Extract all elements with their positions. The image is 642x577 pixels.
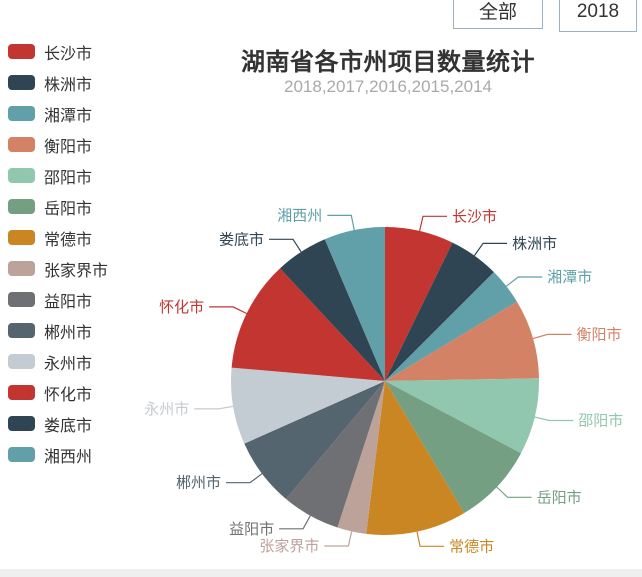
pie-slice-湘潭市[interactable]	[385, 272, 517, 381]
pie-label-line-益阳市	[279, 515, 311, 530]
legend-item-衡阳市[interactable]: 衡阳市	[8, 137, 108, 156]
pie-label-line-永州市	[194, 405, 234, 410]
legend-item-株洲市[interactable]: 株洲市	[8, 75, 108, 94]
pie-label-line-娄底市	[269, 238, 302, 253]
filter-all-button[interactable]: 全部	[453, 0, 543, 29]
legend-item-邵阳市[interactable]: 邵阳市	[8, 168, 108, 187]
pie-label-line-长沙市	[419, 215, 447, 232]
legend-swatch	[8, 323, 35, 338]
legend-swatch	[8, 261, 35, 276]
pie-slice-益阳市[interactable]	[286, 381, 385, 528]
legend-label: 郴州市	[44, 324, 93, 342]
pie-label-张家界市: 张家界市	[259, 538, 319, 555]
legend-swatch	[8, 354, 35, 369]
pie-slice-永州市[interactable]	[231, 367, 385, 444]
pie-label-line-株洲市	[473, 242, 508, 256]
pie-slice-湘西州[interactable]	[324, 226, 385, 381]
pie-label-娄底市: 娄底市	[219, 231, 264, 248]
legend-item-怀化市[interactable]: 怀化市	[8, 385, 108, 404]
legend-swatch	[8, 385, 35, 400]
pie-label-益阳市: 益阳市	[229, 521, 274, 538]
legend-label: 常德市	[44, 231, 93, 249]
pie-slice-衡阳市[interactable]	[385, 301, 539, 381]
legend-swatch	[8, 75, 35, 90]
legend-item-常德市[interactable]: 常德市	[8, 230, 108, 249]
chart-title: 湖南省各市州项目数量统计	[241, 49, 535, 76]
legend-label: 长沙市	[44, 45, 93, 63]
legend-item-长沙市[interactable]: 长沙市	[8, 44, 108, 63]
legend-label: 衡阳市	[44, 138, 93, 156]
pie-label-郴州市: 郴州市	[176, 475, 221, 492]
pie-slice-怀化市[interactable]	[231, 268, 385, 381]
legend-item-娄底市[interactable]: 娄底市	[8, 416, 108, 435]
legend-swatch	[8, 447, 35, 462]
legend-swatch	[8, 416, 35, 431]
pie-slice-株洲市[interactable]	[385, 242, 494, 381]
legend-swatch	[8, 106, 35, 121]
pie-label-line-郴州市	[226, 473, 263, 484]
legend-item-益阳市[interactable]: 益阳市	[8, 292, 108, 311]
legend-swatch	[8, 199, 35, 214]
pie-label-长沙市: 长沙市	[452, 208, 497, 225]
pie-slice-长沙市[interactable]	[385, 227, 453, 381]
legend-label: 张家界市	[44, 262, 109, 280]
legend-label: 益阳市	[44, 293, 93, 311]
legend-swatch	[8, 292, 35, 307]
legend-label: 永州市	[44, 355, 93, 373]
legend-label: 湘潭市	[44, 107, 93, 125]
chart-legend: 长沙市株洲市湘潭市衡阳市邵阳市岳阳市常德市张家界市益阳市郴州市永州市怀化市娄底市…	[8, 44, 108, 466]
pie-label-line-怀化市	[209, 306, 247, 315]
footer-divider-bar	[0, 569, 642, 577]
legend-label: 株洲市	[44, 76, 93, 94]
pie-label-line-邵阳市	[534, 416, 574, 422]
pie-label-line-湘西州	[327, 214, 355, 231]
legend-swatch	[8, 168, 35, 183]
pie-label-衡阳市: 衡阳市	[577, 326, 622, 343]
legend-label: 娄底市	[44, 417, 93, 435]
legend-swatch	[8, 230, 35, 245]
legend-label: 湘西州	[44, 448, 93, 466]
pie-slice-郴州市[interactable]	[244, 381, 385, 499]
pie-slice-娄底市[interactable]	[280, 239, 385, 381]
legend-label: 岳阳市	[44, 200, 93, 218]
legend-item-湘潭市[interactable]: 湘潭市	[8, 106, 108, 125]
pie-label-line-常德市	[416, 531, 445, 547]
pie-label-line-衡阳市	[532, 333, 572, 340]
legend-label: 邵阳市	[44, 169, 93, 187]
legend-item-永州市[interactable]: 永州市	[8, 354, 108, 373]
pie-label-湘西州: 湘西州	[277, 207, 322, 224]
pie-label-line-湘潭市	[506, 276, 543, 287]
pie-label-邵阳市: 邵阳市	[578, 413, 623, 430]
legend-swatch	[8, 137, 35, 152]
pie-slice-常德市[interactable]	[366, 381, 465, 536]
pie-label-line-岳阳市	[496, 486, 532, 498]
pie-label-湘潭市: 湘潭市	[547, 269, 592, 286]
pie-slice-岳阳市[interactable]	[385, 381, 521, 513]
legend-item-张家界市[interactable]: 张家界市	[8, 261, 108, 280]
legend-swatch	[8, 44, 35, 59]
pie-slice-邵阳市[interactable]	[385, 378, 540, 454]
pie-label-怀化市: 怀化市	[159, 299, 204, 316]
chart-subtitle: 2018,2017,2016,2015,2014	[284, 77, 492, 96]
pie-label-永州市: 永州市	[144, 401, 189, 418]
filter-year-2018-button[interactable]: 2018	[559, 0, 637, 32]
pie-label-常德市: 常德市	[449, 537, 494, 555]
pie-label-line-张家界市	[324, 531, 353, 547]
pie-label-岳阳市: 岳阳市	[537, 489, 582, 506]
legend-item-郴州市[interactable]: 郴州市	[8, 323, 108, 342]
legend-item-岳阳市[interactable]: 岳阳市	[8, 199, 108, 218]
pie-slice-张家界市[interactable]	[337, 381, 385, 534]
legend-item-湘西州[interactable]: 湘西州	[8, 447, 108, 466]
pie-label-株洲市: 株洲市	[512, 235, 557, 252]
legend-label: 怀化市	[44, 386, 93, 404]
